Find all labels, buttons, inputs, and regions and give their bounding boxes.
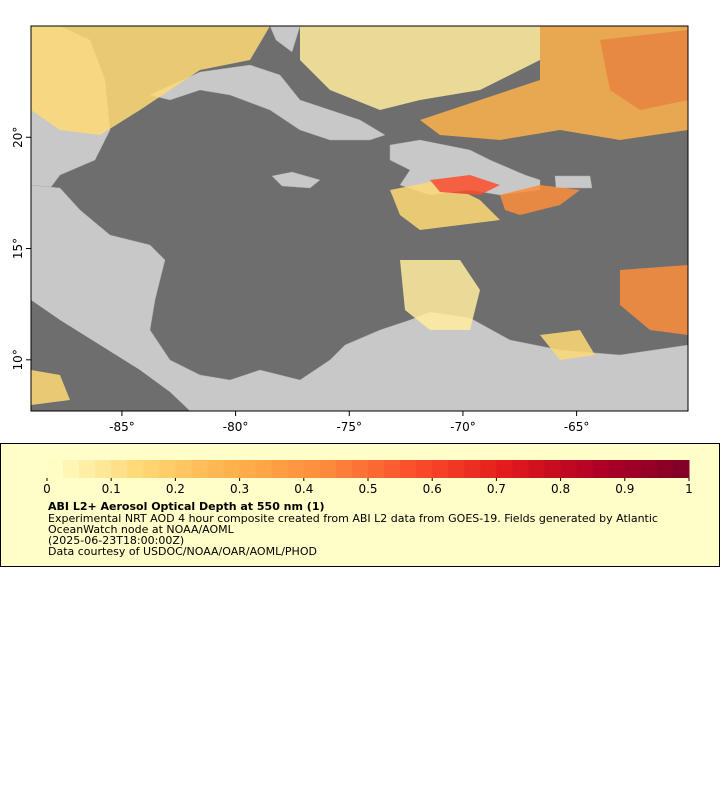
aod-patch — [540, 330, 595, 360]
aod-patch — [620, 265, 688, 335]
colorbar-swatch — [656, 460, 674, 478]
colorbar-tick-label: 0.6 — [423, 482, 442, 496]
colorbar-tick-label: 0.4 — [294, 482, 313, 496]
legend-credit: Data courtesy of USDOC/NOAA/OAR/AOML/PHO… — [48, 545, 317, 558]
y-tick-label: 15° — [11, 238, 25, 259]
colorbar-swatch — [496, 460, 513, 478]
colorbar-swatch — [303, 460, 321, 478]
aod-patch — [500, 185, 580, 215]
aod-patch — [600, 30, 688, 110]
colorbar-swatch — [319, 460, 337, 478]
colorbar-tick-label: 0 — [43, 482, 51, 496]
x-tick-label: -70° — [450, 420, 476, 434]
colorbar-swatch — [159, 460, 176, 478]
colorbar-swatch — [191, 460, 208, 478]
colorbar-swatch — [47, 460, 64, 478]
legend-title: ABI L2+ Aerosol Optical Depth at 550 nm … — [48, 500, 325, 513]
colorbar-swatch — [448, 460, 465, 478]
colorbar-tick-label: 0.8 — [551, 482, 570, 496]
colorbar-tick-label: 0.2 — [166, 482, 185, 496]
colorbar-tick-label: 0.1 — [102, 482, 121, 496]
colorbar-swatch — [335, 460, 353, 478]
aod-patch — [400, 260, 480, 330]
aod-patch — [390, 180, 500, 230]
colorbar-tick-label: 0.7 — [487, 482, 506, 496]
y-tick-label: 20° — [11, 127, 25, 148]
legend-description: Experimental NRT AOD 4 hour composite cr… — [48, 512, 658, 525]
colorbar-swatch — [624, 460, 642, 478]
colorbar-swatch — [79, 460, 96, 478]
x-tick-label: -85° — [109, 420, 135, 434]
colorbar-swatch — [544, 460, 562, 478]
colorbar-swatch — [560, 460, 578, 478]
map — [30, 25, 689, 412]
colorbar-swatch — [175, 460, 192, 478]
colorbar-swatch — [255, 460, 273, 478]
colorbar-swatch — [672, 460, 690, 478]
jamaica — [271, 171, 321, 189]
colorbar-swatch — [368, 460, 385, 478]
colorbar-swatch — [576, 460, 594, 478]
colorbar-swatch — [432, 460, 449, 478]
colorbar-swatch — [95, 460, 112, 478]
legend-description: OceanWatch node at NOAA/AOML — [48, 523, 235, 536]
colorbar-tick-label: 0.5 — [358, 482, 377, 496]
colorbar-swatch — [464, 460, 481, 478]
map-frame — [30, 25, 689, 412]
colorbar-swatch — [512, 460, 529, 478]
cuba — [149, 64, 386, 141]
aod-patch — [430, 175, 500, 195]
colorbar-swatch — [127, 460, 144, 478]
colorbar-swatch — [640, 460, 658, 478]
colorbar-swatch — [592, 460, 610, 478]
y-tick-label: 10° — [11, 349, 25, 370]
aerosol-field — [31, 26, 688, 405]
colorbar-swatch — [143, 460, 160, 478]
colorbar-swatch — [351, 460, 369, 478]
puerto-rico — [554, 175, 593, 189]
colorbar-swatch — [271, 460, 289, 478]
colorbar-swatch — [207, 460, 225, 478]
x-tick-label: -75° — [336, 420, 362, 434]
colorbar-tick-label: 0.3 — [230, 482, 249, 496]
colorbar-swatch — [239, 460, 257, 478]
colorbar-swatch — [111, 460, 128, 478]
colorbar-swatch — [287, 460, 305, 478]
aod-patch — [31, 370, 70, 405]
colorbar: 0 0.1 0.2 0.3 0.4 0.5 0.6 0.7 0.8 0.9 1 — [43, 460, 693, 496]
colorbar-swatch — [480, 460, 497, 478]
colorbar-swatch — [608, 460, 626, 478]
pacific — [31, 300, 190, 411]
colorbar-swatch — [416, 460, 433, 478]
x-tick-label: -65° — [564, 420, 590, 434]
colorbar-swatch — [384, 460, 401, 478]
colorbar-tick-label: 0.9 — [615, 482, 634, 496]
central-south-america — [30, 184, 689, 412]
colorbar-tick-label: 1 — [685, 482, 693, 496]
x-tick-label: -80° — [223, 420, 249, 434]
aod-patch — [300, 26, 560, 110]
colorbar-swatch — [63, 460, 80, 478]
colorbar-swatch — [400, 460, 417, 478]
legend-time: (2025-06-23T18:00:00Z) — [48, 534, 184, 547]
colorbar-swatch — [223, 460, 241, 478]
colorbar-swatch — [528, 460, 546, 478]
aod-patch — [31, 26, 270, 135]
